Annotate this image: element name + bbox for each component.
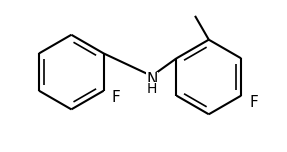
Text: F: F [249,95,258,111]
Text: N: N [146,72,158,87]
Text: F: F [111,90,120,105]
Text: H: H [147,82,157,96]
